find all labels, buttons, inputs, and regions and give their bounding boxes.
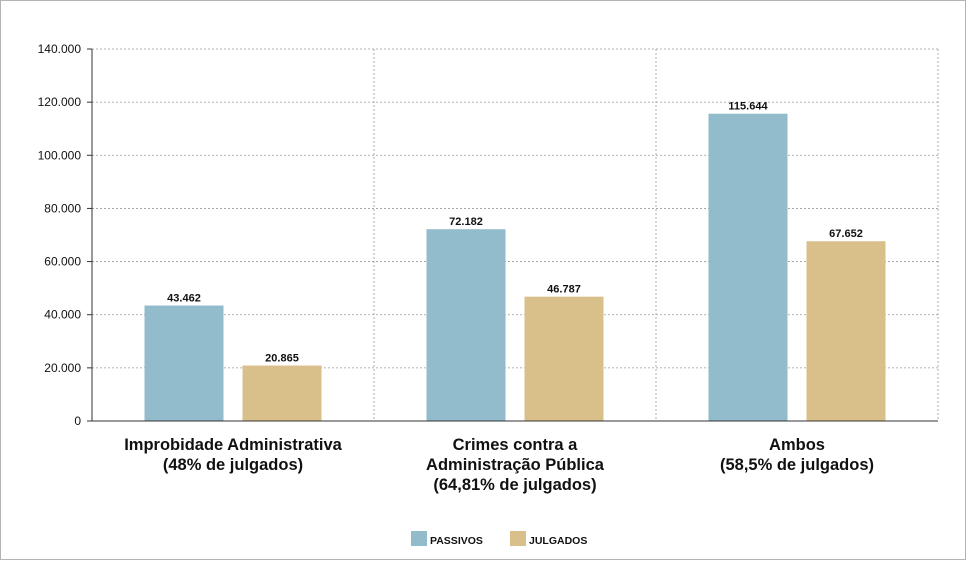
y-tick-label: 0: [74, 414, 81, 428]
y-tick-label: 140.000: [38, 42, 82, 56]
y-tick-label: 100.000: [38, 148, 82, 162]
category-label: Crimes contra a: [453, 436, 579, 454]
y-tick-label: 80.000: [44, 201, 81, 215]
category-label: Ambos: [769, 436, 825, 454]
bar-passivos: [426, 229, 506, 421]
data-labels: 43.462 20.865 72.182 46.787 115.644 67.652: [167, 101, 863, 365]
legend-label-julgados: JULGADOS: [529, 535, 587, 547]
y-tick-label: 40.000: [44, 308, 81, 322]
legend: PASSIVOS JULGADOS: [411, 531, 587, 547]
y-tick-label: 60.000: [44, 255, 81, 269]
legend-swatch-julgados: [510, 531, 526, 546]
category-label: (64,81% de julgados): [433, 476, 596, 494]
bar-julgados: [806, 241, 886, 421]
data-label: 20.865: [265, 353, 299, 365]
legend-swatch-passivos: [411, 531, 427, 546]
category-label: (58,5% de julgados): [720, 456, 874, 474]
bar-julgados: [524, 296, 604, 421]
y-axis-ticks: 0 20.000 40.000 60.000 80.000 100.000 120.000 1…: [38, 42, 82, 428]
category-label: Improbidade Administrativa: [124, 436, 342, 454]
bar-passivos: [144, 305, 224, 421]
data-label: 72.182: [449, 216, 483, 228]
y-tick-label: 20.000: [44, 361, 81, 375]
bar-passivos: [708, 113, 788, 421]
data-label: 67.652: [829, 228, 863, 240]
bar-julgados: [242, 365, 322, 421]
data-label: 46.787: [547, 284, 581, 296]
bars: [144, 113, 886, 421]
y-tick-label: 120.000: [38, 95, 82, 109]
category-label: (48% de julgados): [163, 456, 303, 474]
category-label: Administração Pública: [426, 456, 605, 474]
legend-label-passivos: PASSIVOS: [430, 535, 483, 547]
grid-lines: [92, 48, 939, 421]
axes: [87, 48, 938, 422]
data-label: 43.462: [167, 293, 201, 305]
category-labels: Improbidade Administrativa (48% de julgad…: [124, 436, 874, 494]
data-label: 115.644: [728, 101, 768, 113]
